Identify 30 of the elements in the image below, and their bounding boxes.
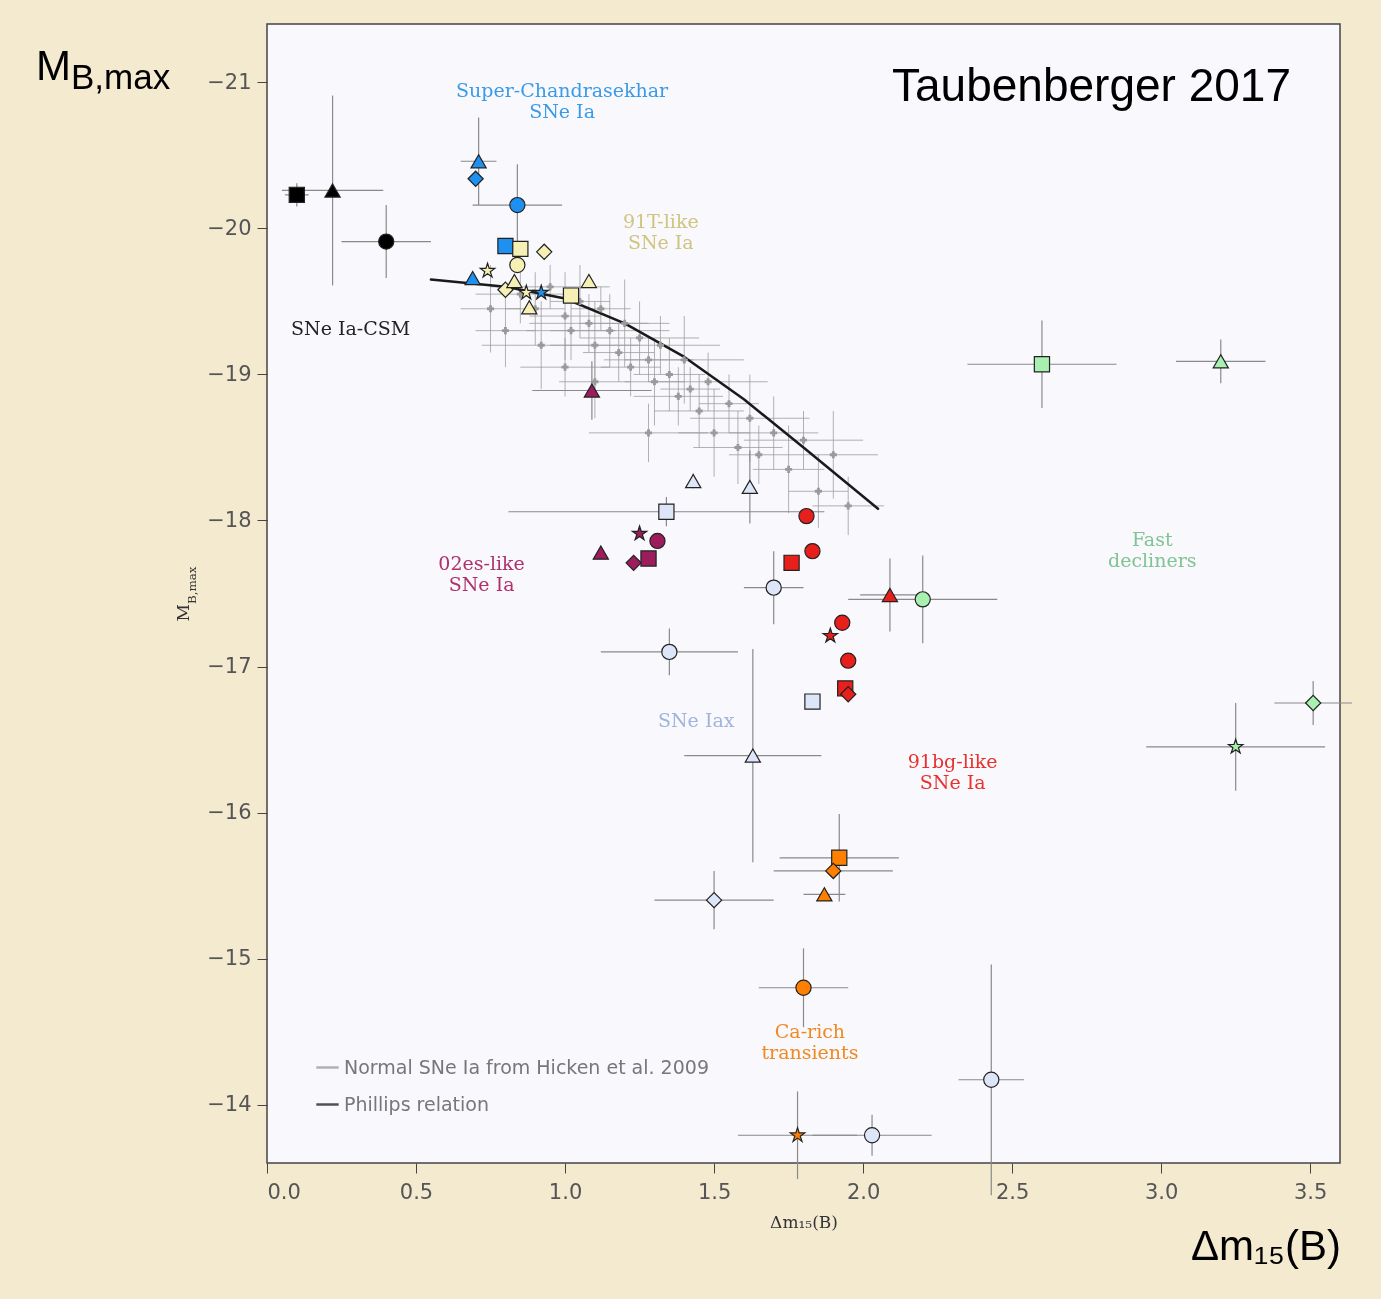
x-tick-label: 3.5 xyxy=(1293,1179,1328,1204)
legend-label: Phillips relation xyxy=(344,1092,490,1115)
y-tick-label: −21 xyxy=(207,69,252,94)
text: Δm₁₅(B) xyxy=(1190,1222,1341,1269)
y-tick-label: −15 xyxy=(207,946,252,971)
y-tick-label: −16 xyxy=(207,800,252,825)
x-tick-label: 0.0 xyxy=(267,1179,301,1204)
x-tick-label: 2.0 xyxy=(846,1179,881,1204)
x-axis-title: Δm₁₅(B) xyxy=(770,1211,838,1232)
y-tick-label: −17 xyxy=(207,654,252,679)
x-tick-label: 1.0 xyxy=(548,1179,583,1204)
y-tick-label: −14 xyxy=(207,1092,252,1117)
y-tick-label: −18 xyxy=(207,507,252,532)
x-tick-label: 3.0 xyxy=(1144,1179,1179,1204)
annotation: SNe Iax xyxy=(657,709,735,732)
annotation: 91bg-like SNe Ia xyxy=(907,750,998,794)
annotation: SNe Ia-CSM xyxy=(291,317,411,340)
annotation: Super-Chandrasekhar SNe Ia xyxy=(455,79,670,123)
annotation: Ca-rich transients xyxy=(761,1020,859,1064)
x-tick-label: 0.5 xyxy=(399,1179,434,1204)
x-tick-label: 2.5 xyxy=(995,1179,1030,1204)
x-tick-label: 1.5 xyxy=(697,1179,732,1204)
annotation: 91T-like SNe Ia xyxy=(622,210,699,254)
y-tick-label: −20 xyxy=(207,215,252,240)
text: Taubenberger 2017 xyxy=(892,58,1291,112)
legend-label: Normal SNe Ia from Hicken et al. 2009 xyxy=(344,1055,709,1078)
text: M$_{B,max}$ xyxy=(36,42,171,97)
y-tick-label: −19 xyxy=(207,361,252,386)
annotation: Fast decliners xyxy=(1107,527,1197,571)
annotation: 02es-like SNe Ia xyxy=(438,551,525,595)
